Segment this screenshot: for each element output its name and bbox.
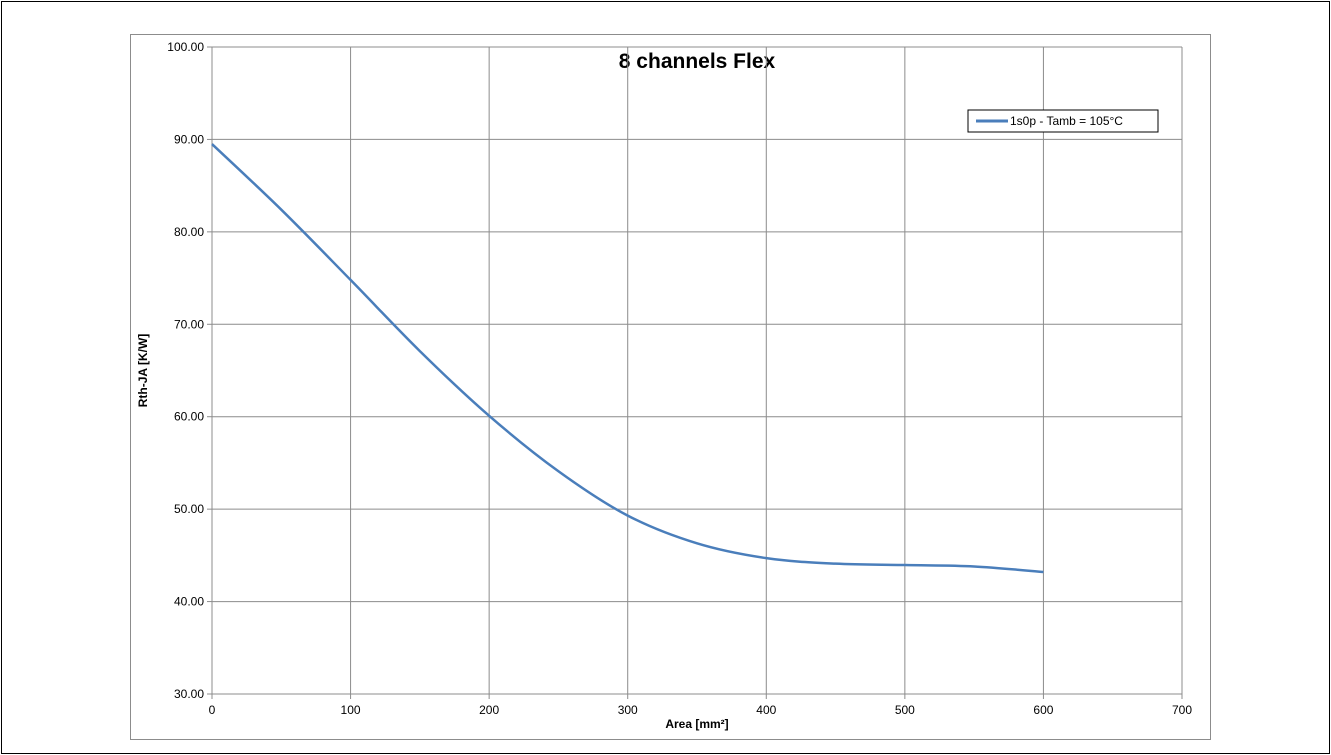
legend: 1s0p - Tamb = 105°C xyxy=(967,109,1159,133)
x-tick-label: 300 xyxy=(618,703,638,717)
legend-label: 1s0p - Tamb = 105°C xyxy=(1010,114,1123,128)
x-axis-title: Area [mm²] xyxy=(665,717,728,731)
series-line xyxy=(211,143,1044,574)
x-tick-label: 400 xyxy=(756,703,776,717)
chart-area: 8 channels Flex 0 100 200 300 400 500 600 700 30… xyxy=(130,34,1211,740)
y-tick-label: 50.00 xyxy=(174,502,204,516)
legend-box xyxy=(967,109,1159,133)
grid xyxy=(212,46,1183,694)
y-tick-label: 80.00 xyxy=(174,225,204,239)
x-tick-label: 600 xyxy=(1033,703,1053,717)
axes xyxy=(207,46,1183,699)
tick-labels: 0 100 200 300 400 500 600 700 30.00 40.00 50.00 60.… xyxy=(167,40,1192,717)
x-tick-label: 500 xyxy=(895,703,915,717)
y-axis-title: Rth-JA [K/W] xyxy=(136,334,150,408)
y-tick-label: 70.00 xyxy=(174,317,204,331)
x-tick-label: 0 xyxy=(209,703,216,717)
series xyxy=(211,143,1044,574)
y-tick-label: 60.00 xyxy=(174,410,204,424)
y-tick-label: 40.00 xyxy=(174,595,204,609)
y-tick-label: 30.00 xyxy=(174,687,204,701)
chart-title: 8 channels Flex xyxy=(619,50,776,73)
x-tick-label: 200 xyxy=(479,703,499,717)
line-chart: 8 channels Flex 0 100 200 300 400 500 600 700 30… xyxy=(136,40,1192,731)
x-tick-label: 100 xyxy=(341,703,361,717)
y-tick-label: 90.00 xyxy=(174,132,204,146)
x-tick-label: 700 xyxy=(1172,703,1192,717)
y-tick-label: 100.00 xyxy=(167,40,204,54)
